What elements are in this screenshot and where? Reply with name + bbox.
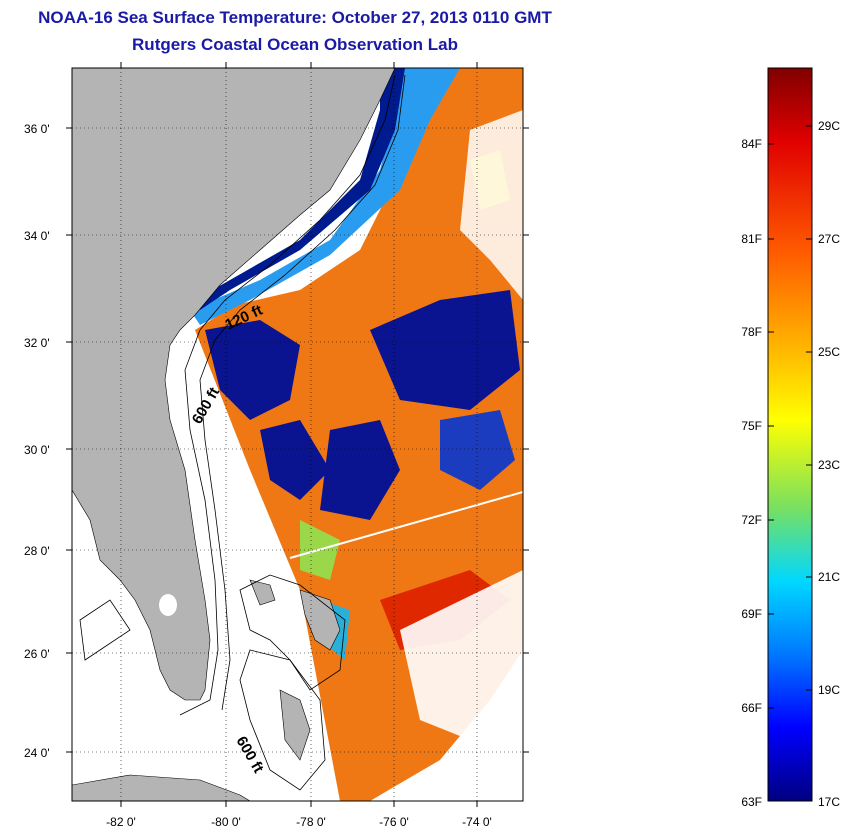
colorbar-ticks xyxy=(768,125,812,709)
colorbar-c-label: 29C xyxy=(818,119,840,133)
lat-tick-label: 28 0' xyxy=(24,544,50,558)
bathymetry-contour xyxy=(239,649,326,791)
colorbar-c-label: 17C xyxy=(818,795,840,809)
colorbar-f-label: 78F xyxy=(741,325,762,339)
colorbar-f-label: 84F xyxy=(741,137,762,151)
colorbar-c-label: 21C xyxy=(818,570,840,584)
lon-tick-label: -80 0' xyxy=(211,815,241,829)
land-bahamas xyxy=(249,579,276,606)
cloud-area xyxy=(400,570,523,740)
lon-tick-label: -76 0' xyxy=(379,815,409,829)
cold-patch xyxy=(370,290,520,410)
cold-patch xyxy=(440,410,515,490)
lat-tick-label: 36 0' xyxy=(24,122,50,136)
lat-tick-label: 34 0' xyxy=(24,229,50,243)
bathymetry-contour xyxy=(199,74,406,711)
colorbar xyxy=(767,67,813,802)
land-bahamas xyxy=(279,689,311,761)
lake-okeechobee xyxy=(159,594,177,616)
bathymetry-contour xyxy=(79,599,131,661)
lat-tick-label: 26 0' xyxy=(24,647,50,661)
colorbar-c-label: 27C xyxy=(818,232,840,246)
axis-ticks xyxy=(66,62,529,807)
lon-tick-label: -78 0' xyxy=(296,815,326,829)
map-subtitle: Rutgers Coastal Ocean Observation Lab xyxy=(132,35,458,54)
lon-tick-label: -82 0' xyxy=(106,815,136,829)
colorbar-c-label: 23C xyxy=(818,458,840,472)
colorbar-f-label: 66F xyxy=(741,701,762,715)
colorbar-f-label: 72F xyxy=(741,513,762,527)
cloud-area xyxy=(460,110,523,300)
lon-tick-label: -74 0' xyxy=(462,815,492,829)
lat-tick-label: 24 0' xyxy=(24,746,50,760)
map-title: NOAA-16 Sea Surface Temperature: October… xyxy=(38,8,552,27)
colorbar-f-label: 81F xyxy=(741,232,762,246)
cold-patch xyxy=(320,420,400,520)
nearshore-cold-band xyxy=(195,68,405,310)
lat-tick-label: 30 0' xyxy=(24,443,50,457)
cold-patch xyxy=(205,320,300,420)
lat-tick-label: 32 0' xyxy=(24,336,50,350)
colorbar-f-label: 69F xyxy=(741,607,762,621)
land-bahamas xyxy=(299,589,341,651)
colorbar-c-label: 25C xyxy=(818,345,840,359)
colorbar-f-label: 75F xyxy=(741,419,762,433)
scan-line xyxy=(289,491,523,559)
cold-patch xyxy=(260,420,330,500)
colorbar-f-label: 63F xyxy=(741,795,762,809)
land-us-southeast xyxy=(72,68,396,701)
bathymetry-contour xyxy=(179,74,396,716)
bathymetry-contour xyxy=(239,574,346,691)
land-cuba xyxy=(72,774,251,801)
colorbar-c-label: 19C xyxy=(818,683,840,697)
